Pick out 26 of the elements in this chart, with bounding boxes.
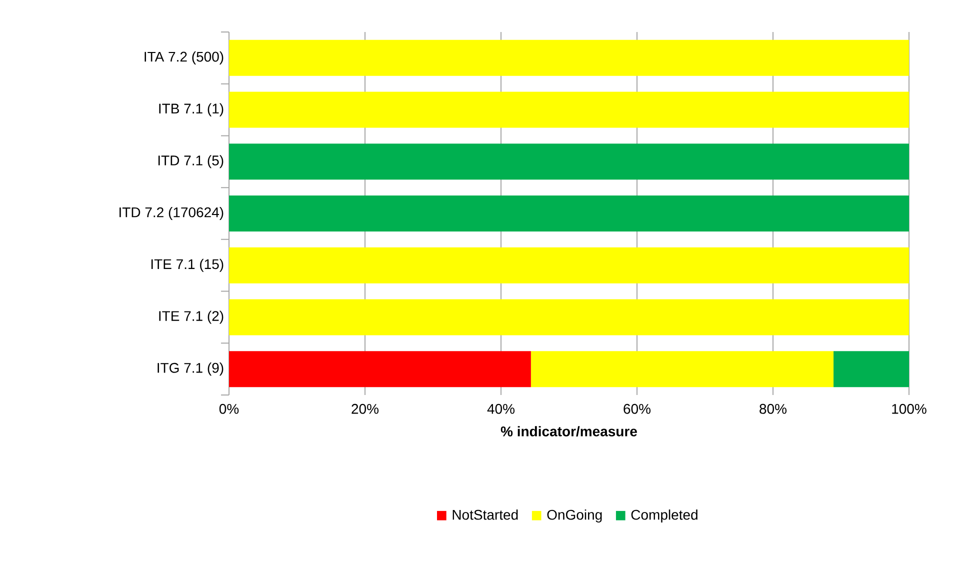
x-tick-label: 40%: [487, 404, 515, 414]
y-tick-label: ITD 7.1 (5): [158, 155, 224, 168]
x-tick-label: 100%: [892, 404, 926, 414]
bar: [229, 196, 909, 232]
y-tick-label: ITG 7.1 (9): [158, 362, 224, 376]
bar: [834, 351, 909, 388]
legend-label: NotStarted: [452, 509, 518, 520]
bar: [229, 144, 909, 180]
bar: [530, 351, 834, 388]
x-tick-label: 0%: [219, 404, 239, 414]
legend-label: Completed: [631, 509, 698, 523]
y-tick-label: ITA 7.2 (500): [144, 51, 224, 64]
x-tick-label: 60%: [624, 404, 650, 414]
bar: [229, 40, 909, 76]
y-tick-label: ITD 7.2 (170624): [120, 206, 224, 220]
legend-label: OnGoing: [547, 509, 602, 523]
x-tick-label: 80%: [760, 404, 786, 414]
bar: [229, 351, 531, 388]
y-tick-label: ITE 7.1 (2): [159, 310, 224, 324]
bar: [229, 92, 909, 128]
y-tick-label: ITE 7.1 (15): [151, 258, 224, 272]
bar: [229, 299, 909, 336]
x-tick-label: 20%: [352, 404, 379, 414]
y-tick-label: ITB 7.1 (1): [159, 103, 224, 116]
x-axis-title: % indicator/measure: [500, 426, 637, 437]
bar: [229, 247, 909, 284]
